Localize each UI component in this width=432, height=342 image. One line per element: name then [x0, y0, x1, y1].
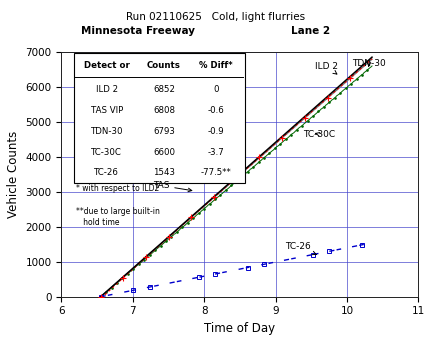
- Text: -3.7: -3.7: [207, 147, 224, 157]
- Text: Detect or: Detect or: [84, 61, 130, 70]
- Text: Counts: Counts: [147, 61, 181, 70]
- Text: -0.6: -0.6: [207, 106, 224, 115]
- Text: 6808: 6808: [153, 106, 175, 115]
- Text: -77.5**: -77.5**: [200, 168, 231, 177]
- Text: TAS VIP: TAS VIP: [91, 106, 123, 115]
- Text: Minnesota Freeway: Minnesota Freeway: [81, 26, 195, 36]
- Text: Lane 2: Lane 2: [292, 26, 330, 36]
- Text: TAS: TAS: [153, 181, 192, 192]
- Text: ILD 2: ILD 2: [315, 62, 338, 74]
- Text: TC-30C: TC-30C: [303, 130, 335, 139]
- Text: Run 02110625   Cold, light flurries: Run 02110625 Cold, light flurries: [127, 12, 305, 22]
- Text: **due to large built-in
   hold time: **due to large built-in hold time: [76, 208, 159, 227]
- Y-axis label: Vehicle Counts: Vehicle Counts: [7, 131, 20, 218]
- Text: TC-26: TC-26: [95, 168, 119, 177]
- Text: 6600: 6600: [153, 147, 175, 157]
- Text: * with respect to ILD2: * with respect to ILD2: [76, 184, 159, 193]
- Text: ILD 2: ILD 2: [96, 85, 118, 94]
- Text: 6852: 6852: [153, 85, 175, 94]
- Text: TC-30C: TC-30C: [92, 147, 122, 157]
- Text: TDN-30: TDN-30: [91, 127, 123, 136]
- Text: 0: 0: [213, 85, 219, 94]
- Bar: [74, 53, 245, 183]
- Text: % Diff*: % Diff*: [199, 61, 232, 70]
- X-axis label: Time of Day: Time of Day: [204, 322, 276, 335]
- Text: 6793: 6793: [153, 127, 175, 136]
- Text: TC-26: TC-26: [285, 242, 316, 255]
- Text: 1543: 1543: [153, 168, 175, 177]
- Text: -0.9: -0.9: [207, 127, 224, 136]
- Text: TDN-30: TDN-30: [352, 58, 386, 68]
